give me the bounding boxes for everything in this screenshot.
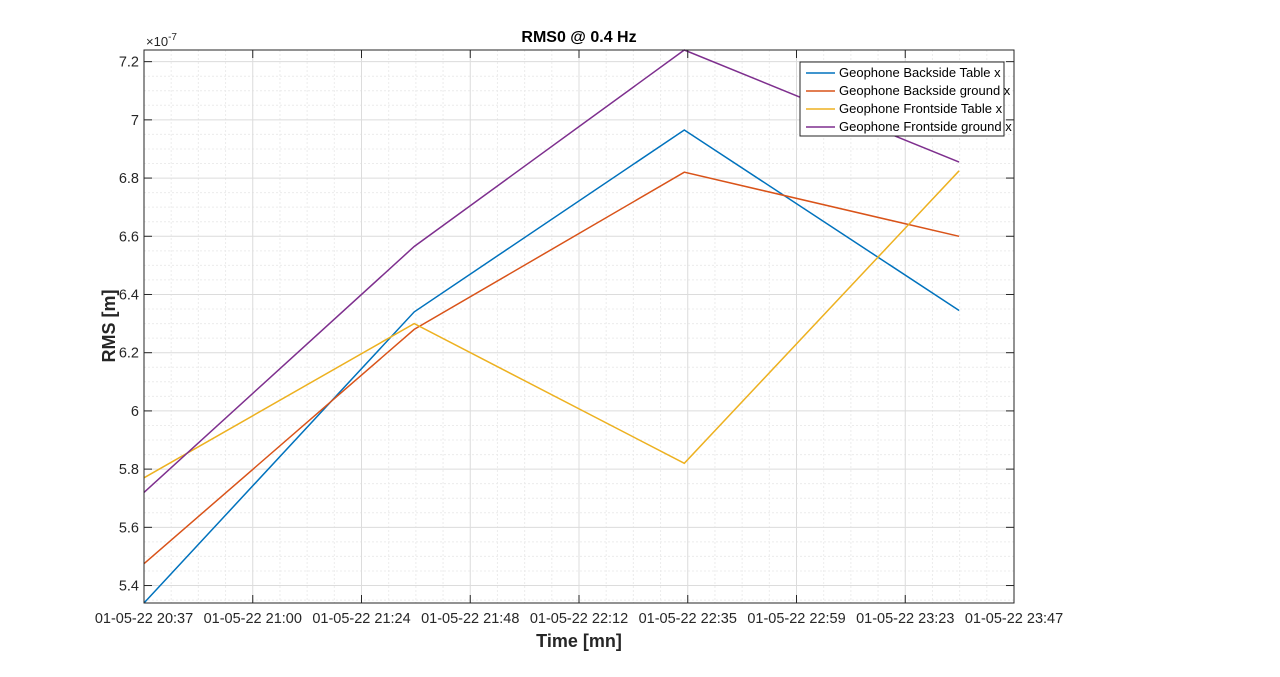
legend-entry-label: Geophone Backside ground x [839, 83, 1011, 98]
x-tick-label: 01-05-22 22:59 [747, 611, 845, 627]
y-tick-label: 6.4 [119, 287, 139, 303]
legend-items: Geophone Backside Table x Geophone Backsi… [806, 65, 1012, 134]
y-axis-label: RMS [m] [99, 290, 119, 363]
legend-entry-label: Geophone Frontside Table x [839, 101, 1003, 116]
y-tick-label: 5.8 [119, 462, 139, 478]
series-line [143, 171, 960, 565]
y-tick-label: 7.2 [119, 55, 139, 71]
x-tick-label: 01-05-22 23:23 [856, 611, 954, 627]
legend-entry-label: Geophone Frontside ground x [839, 119, 1012, 134]
y-tick-label: 6.6 [119, 229, 139, 245]
chart-title: RMS0 @ 0.4 Hz [521, 29, 636, 46]
series-line [143, 129, 960, 604]
legend[interactable]: Geophone Backside Table x Geophone Backsi… [799, 61, 1012, 137]
y-exponent-base: ×10 [146, 34, 168, 49]
y-exponent-power: -7 [168, 32, 177, 43]
x-tick-label: 01-05-22 21:48 [421, 611, 519, 627]
y-tick-label: 5.6 [119, 520, 139, 536]
y-tick-label: 6.8 [119, 171, 139, 187]
x-axis-label: Time [mn] [536, 631, 622, 651]
tick-marks [143, 50, 1015, 603]
series-line [143, 170, 960, 479]
x-tick-label: 01-05-22 22:35 [639, 611, 737, 627]
y-tick-labels: 5.4 5.6 5.8 6 6.2 6.4 6.6 6.8 7 7.2 [119, 55, 139, 595]
x-tick-label: 01-05-22 21:24 [312, 611, 410, 627]
y-tick-label: 6.2 [119, 346, 139, 362]
y-tick-label: 5.4 [119, 579, 139, 595]
y-exponent-label: ×10-7 [146, 32, 177, 49]
legend-box [799, 61, 1005, 137]
x-tick-label: 01-05-22 23:47 [965, 611, 1063, 627]
x-tick-label: 01-05-22 22:12 [530, 611, 628, 627]
y-tick-label: 6 [131, 404, 139, 420]
x-tick-labels: 01-05-22 20:37 01-05-22 21:00 01-05-22 21:… [95, 611, 1063, 627]
x-tick-label: 01-05-22 21:00 [204, 611, 302, 627]
x-tick-label: 01-05-22 20:37 [95, 611, 193, 627]
legend-entry-label: Geophone Backside Table x [839, 65, 1001, 80]
y-tick-label: 7 [131, 113, 139, 129]
